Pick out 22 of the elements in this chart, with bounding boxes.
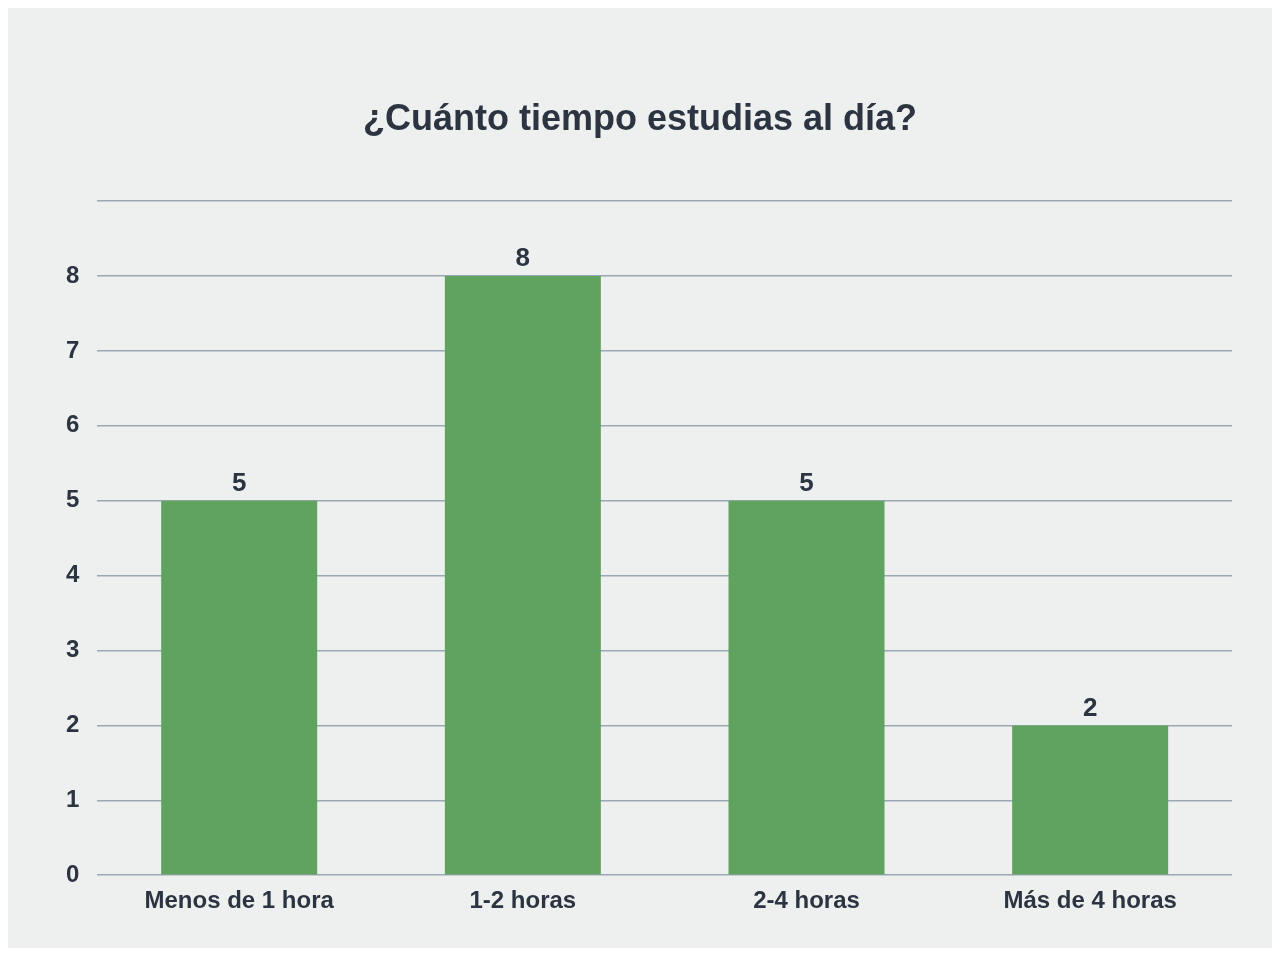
y-tick-label: 3 <box>65 635 80 663</box>
data-label: 5 <box>799 466 814 497</box>
bar <box>728 500 885 875</box>
y-tick-label: 2 <box>65 710 80 738</box>
data-label: 2 <box>1082 691 1098 722</box>
y-tick-label: 6 <box>65 410 80 438</box>
y-tick-label: 8 <box>65 260 80 288</box>
y-tick-label: 5 <box>65 485 80 513</box>
y-tick-label: 1 <box>65 784 80 812</box>
y-tick-label: 4 <box>65 560 80 588</box>
y-tick-label: 7 <box>65 335 80 363</box>
x-tick-label: Menos de 1 hora <box>144 886 335 914</box>
bar <box>161 500 318 875</box>
bar <box>444 276 601 875</box>
x-tick-label: 1-2 horas <box>469 886 577 914</box>
x-tick-label: 2-4 horas <box>753 886 860 914</box>
data-label: 5 <box>231 466 247 497</box>
data-label: 8 <box>515 242 531 273</box>
chart-title: ¿Cuánto tiempo estudias al día? <box>362 96 918 138</box>
bar <box>1012 725 1169 875</box>
y-tick-label: 0 <box>65 859 80 887</box>
x-tick-label: Más de 4 horas <box>1003 886 1177 914</box>
